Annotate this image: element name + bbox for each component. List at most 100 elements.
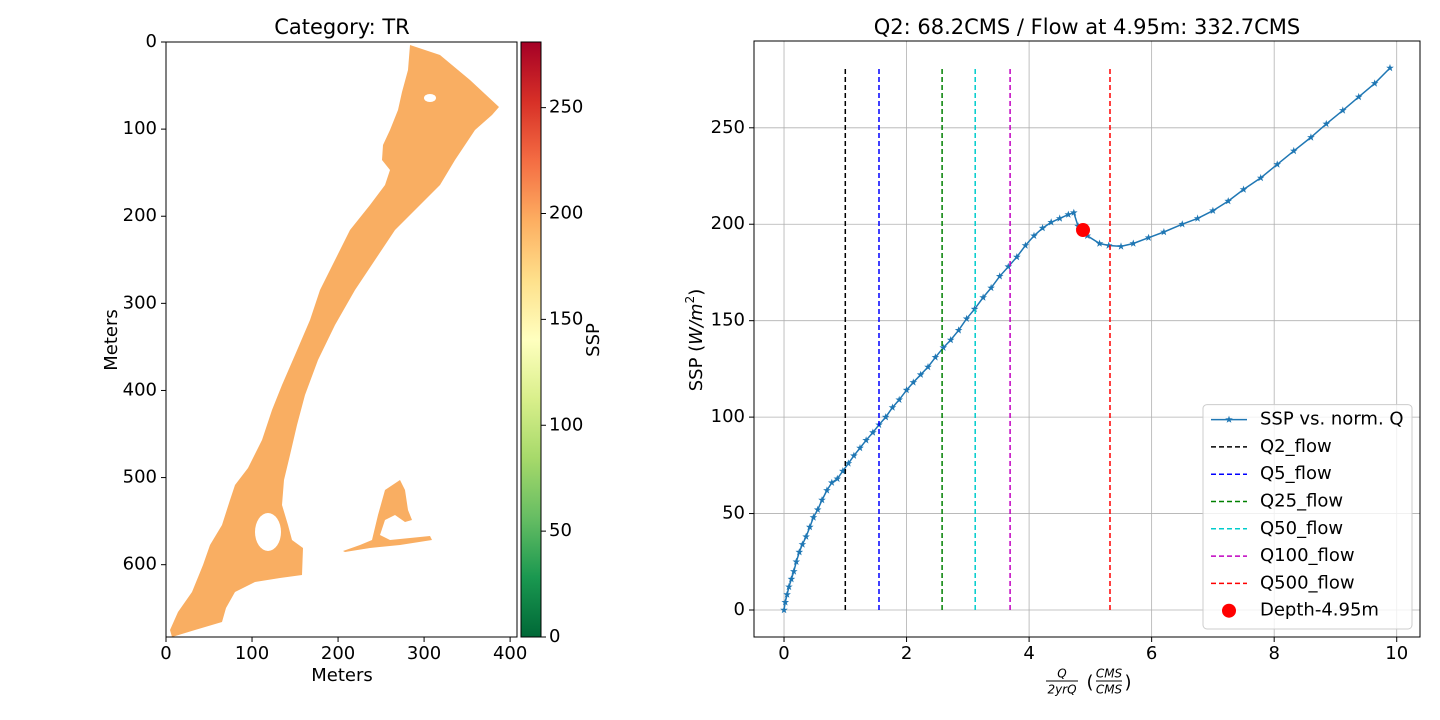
data-point <box>839 467 847 475</box>
plot-area <box>780 64 1394 614</box>
y-tick-label: 100 <box>123 118 157 139</box>
x-tick-label: 6 <box>1146 643 1157 664</box>
x-axis-label: Q 2yrQ ( CMS CMS ) <box>1046 667 1132 697</box>
legend-label: Q2_flow <box>1260 436 1332 457</box>
data-point <box>856 444 864 452</box>
axes-frame <box>753 40 1421 638</box>
data-point <box>862 436 870 444</box>
data-point <box>795 548 804 556</box>
data-point <box>818 496 826 504</box>
data-point <box>798 540 807 548</box>
data-point <box>888 403 897 411</box>
label-text: ) <box>686 289 707 296</box>
y-tick-label: 500 <box>123 467 157 488</box>
colorbar-tick-label: 50 <box>549 520 572 541</box>
y-tick-label: 100 <box>711 406 745 427</box>
data-point <box>806 523 814 531</box>
legend-label: Q500_flow <box>1260 572 1355 593</box>
label-text: SSP ( <box>686 345 707 391</box>
data-point <box>909 378 918 386</box>
legend-label: SSP vs. norm. Q <box>1260 409 1404 430</box>
y-axis-label: SSP (W/m2) <box>683 289 708 392</box>
label-numerator: CMS <box>1096 667 1123 681</box>
label-exponent: 2 <box>683 296 697 304</box>
y-tick-label: 400 <box>123 379 157 400</box>
data-point <box>792 557 801 565</box>
data-point <box>809 513 818 521</box>
data-point <box>931 353 940 361</box>
data-point <box>802 532 810 540</box>
data-point <box>924 363 932 371</box>
y-tick-label: 200 <box>711 213 745 234</box>
chart-title: Q2: 68.2CMS / Flow at 4.95m: 332.7CMS <box>874 15 1301 39</box>
x-tick-label: 100 <box>235 643 269 664</box>
y-tick-label: 0 <box>734 599 745 620</box>
colorbar-tick-label: 100 <box>549 414 583 435</box>
y-tick-label: 200 <box>123 205 157 226</box>
data-point <box>987 283 995 292</box>
legend-swatch <box>1225 415 1233 423</box>
data-point <box>787 575 796 583</box>
x-axis-label: Meters <box>311 665 373 686</box>
axes-frame <box>165 41 518 638</box>
y-axis-label: Meters <box>101 309 122 371</box>
data-point <box>1144 233 1153 241</box>
data-point <box>1193 214 1202 222</box>
label-denominator: 2yrQ <box>1047 683 1076 697</box>
data-point <box>895 395 903 403</box>
colorbar-tick-label: 150 <box>549 308 583 329</box>
legend-label: Q25_flow <box>1260 491 1343 512</box>
data-point <box>823 486 831 494</box>
data-point <box>954 326 963 334</box>
x-tick-label: 0 <box>160 643 171 664</box>
legend-label: Q5_flow <box>1260 463 1332 484</box>
data-point <box>1030 231 1038 239</box>
data-point <box>1178 220 1187 228</box>
colorbar-tick-label: 200 <box>549 203 583 224</box>
chart-title: Category: TR <box>274 15 410 39</box>
data-point <box>1104 241 1113 249</box>
data-point <box>979 293 987 301</box>
data-point <box>1307 133 1315 141</box>
data-point <box>902 386 911 394</box>
label-paren: ) <box>1124 672 1131 693</box>
data-point <box>1064 210 1073 218</box>
data-point <box>995 272 1004 280</box>
legend-label: Depth-4.95m <box>1260 600 1379 621</box>
data-point <box>1076 223 1091 238</box>
label-denominator: CMS <box>1096 683 1123 697</box>
data-point <box>780 606 788 614</box>
map-region <box>343 480 432 552</box>
data-point <box>1004 262 1013 270</box>
y-tick-label: 300 <box>123 292 157 313</box>
x-tick-label: 8 <box>1268 643 1279 664</box>
data-point <box>813 505 822 513</box>
data-point <box>1386 64 1394 72</box>
data-point <box>1160 228 1168 236</box>
legend-swatch <box>1222 603 1236 618</box>
y-tick-label: 0 <box>146 31 157 52</box>
data-point <box>1047 218 1055 226</box>
label-numerator: Q <box>1057 667 1066 681</box>
data-point <box>881 413 890 421</box>
data-point <box>1239 185 1248 193</box>
data-point <box>828 478 836 486</box>
x-tick-label: 4 <box>1023 643 1034 664</box>
data-point <box>1021 241 1030 249</box>
colorbar-label: SSP <box>583 323 604 357</box>
map-gap <box>255 513 281 551</box>
x-tick-label: 2 <box>901 643 912 664</box>
x-tick-label: 300 <box>407 643 441 664</box>
data-point <box>1070 208 1078 216</box>
data-point <box>1273 160 1281 168</box>
map-region <box>170 45 499 637</box>
colorbar <box>520 41 542 638</box>
data-point <box>1209 206 1217 214</box>
data-point <box>939 343 948 351</box>
map-image <box>170 45 499 637</box>
data-point <box>1038 224 1047 232</box>
data-point <box>1322 119 1331 128</box>
data-point <box>1370 79 1379 87</box>
data-point <box>1013 253 1021 261</box>
